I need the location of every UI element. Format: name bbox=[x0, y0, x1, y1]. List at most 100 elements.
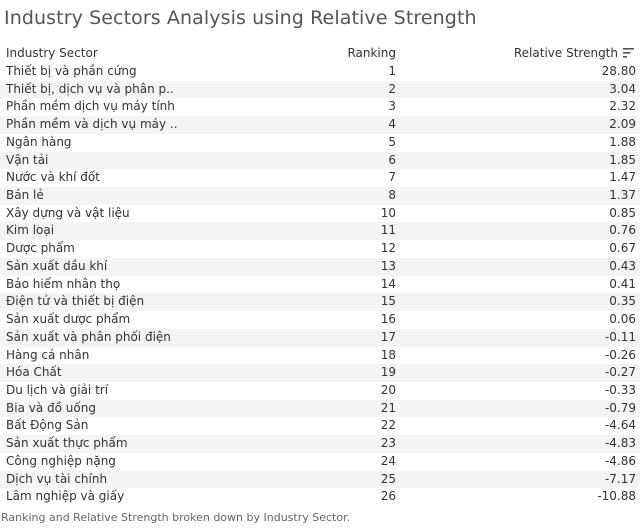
cell-ranking: 24 bbox=[380, 453, 396, 468]
cell-industry-sector: Du lịch và giải trí bbox=[6, 382, 109, 397]
cell-relative-strength: 2.32 bbox=[609, 99, 636, 114]
cell-ranking: 25 bbox=[380, 471, 396, 486]
cell-ranking: 16 bbox=[380, 312, 396, 327]
table-row[interactable]: Sản xuất dược phẩm 16 0.06 bbox=[0, 311, 640, 329]
table-row[interactable]: Dược phẩm 12 0.67 bbox=[0, 240, 640, 258]
cell-industry-sector: Hóa Chất bbox=[6, 365, 62, 380]
cell-relative-strength: 3.04 bbox=[609, 81, 636, 96]
table-row[interactable]: Vận tải 6 1.85 bbox=[0, 151, 640, 170]
cell-relative-strength: -4.64 bbox=[604, 418, 636, 433]
table-row[interactable]: Lâm nghiệp và giấy 26 -10.88 bbox=[0, 488, 640, 506]
cell-industry-sector: Bia và đồ uống bbox=[6, 400, 96, 415]
table-row[interactable]: Thiết bị, dịch vụ và phân p.. 2 3.04 bbox=[0, 80, 640, 99]
header-industry-sector[interactable]: Industry Sector bbox=[6, 46, 98, 60]
cell-ranking: 11 bbox=[380, 223, 396, 238]
table-row[interactable]: Sản xuất và phân phối điện 17 -0.11 bbox=[0, 328, 640, 347]
cell-relative-strength: -4.86 bbox=[604, 453, 636, 468]
cell-ranking: 19 bbox=[380, 365, 396, 380]
cell-industry-sector: Bán lẻ bbox=[6, 188, 44, 203]
cell-relative-strength: 0.41 bbox=[609, 276, 636, 291]
sector-table: Industry Sector Ranking Relative Strengt… bbox=[0, 43, 640, 506]
table-row[interactable]: Ngân hàng 5 1.88 bbox=[0, 134, 640, 152]
cell-relative-strength: -0.11 bbox=[604, 329, 636, 344]
cell-relative-strength: 0.76 bbox=[609, 223, 636, 238]
cell-ranking: 26 bbox=[380, 489, 396, 504]
cell-industry-sector: Bảo hiểm nhân thọ bbox=[6, 276, 121, 291]
cell-industry-sector: Lâm nghiệp và giấy bbox=[6, 489, 125, 504]
table-row[interactable]: Dịch vụ tài chính 25 -7.17 bbox=[0, 470, 640, 489]
cell-ranking: 21 bbox=[380, 400, 396, 415]
cell-relative-strength: 0.85 bbox=[609, 205, 636, 220]
cell-ranking: 10 bbox=[380, 205, 396, 220]
cell-industry-sector: Xây dựng và vật liệu bbox=[6, 205, 130, 220]
cell-relative-strength: -0.26 bbox=[604, 347, 636, 362]
cell-relative-strength: 0.67 bbox=[609, 241, 636, 256]
caption: Ranking and Relative Strength broken dow… bbox=[1, 511, 351, 524]
cell-relative-strength: -7.17 bbox=[604, 471, 636, 486]
table-row[interactable]: Bia và đồ uống 21 -0.79 bbox=[0, 399, 640, 418]
table-row[interactable]: Kim loại 11 0.76 bbox=[0, 222, 640, 241]
cell-ranking: 1 bbox=[388, 64, 396, 78]
cell-industry-sector: Sản xuất thực phẩm bbox=[6, 436, 128, 451]
cell-relative-strength: 28.80 bbox=[601, 64, 636, 78]
table-row[interactable]: Bán lẻ 8 1.37 bbox=[0, 187, 640, 205]
table-row[interactable]: Nước và khí đốt 7 1.47 bbox=[0, 169, 640, 187]
table-row[interactable]: Hóa Chất 19 -0.27 bbox=[0, 364, 640, 382]
cell-ranking: 3 bbox=[388, 99, 396, 114]
cell-ranking: 5 bbox=[388, 134, 396, 149]
cell-industry-sector: Kim loại bbox=[6, 223, 55, 238]
cell-relative-strength: 0.43 bbox=[609, 258, 636, 273]
cell-ranking: 17 bbox=[380, 329, 396, 344]
cell-industry-sector: Dược phẩm bbox=[6, 241, 75, 256]
cell-ranking: 12 bbox=[380, 241, 396, 256]
table-row[interactable]: Công nghiệp nặng 24 -4.86 bbox=[0, 453, 640, 471]
cell-ranking: 22 bbox=[380, 418, 396, 433]
cell-ranking: 15 bbox=[380, 294, 396, 309]
cell-relative-strength: 1.47 bbox=[609, 170, 636, 185]
cell-relative-strength: -0.33 bbox=[604, 382, 636, 397]
table-row[interactable]: Thiết bị và phần cứng 1 28.80 bbox=[0, 63, 640, 81]
cell-ranking: 23 bbox=[380, 436, 396, 451]
sort-descending-icon[interactable] bbox=[623, 48, 634, 58]
cell-ranking: 7 bbox=[388, 170, 396, 185]
cell-ranking: 4 bbox=[388, 117, 396, 132]
cell-industry-sector: Vận tải bbox=[6, 152, 49, 167]
cell-relative-strength: 2.09 bbox=[609, 117, 636, 132]
table-row[interactable]: Điện tử và thiết bị điện 15 0.35 bbox=[0, 293, 640, 312]
cell-ranking: 2 bbox=[388, 81, 396, 96]
table-header: Industry Sector Ranking Relative Strengt… bbox=[0, 43, 640, 63]
table-row[interactable]: Hàng cá nhân 18 -0.26 bbox=[0, 347, 640, 365]
cell-industry-sector: Thiết bị, dịch vụ và phân p.. bbox=[6, 81, 174, 96]
cell-industry-sector: Dịch vụ tài chính bbox=[6, 471, 108, 486]
cell-industry-sector: Nước và khí đốt bbox=[6, 170, 100, 185]
cell-relative-strength: -0.79 bbox=[604, 400, 636, 415]
page-title: Industry Sectors Analysis using Relative… bbox=[4, 7, 477, 29]
cell-industry-sector: Hàng cá nhân bbox=[6, 347, 90, 362]
header-relative-strength[interactable]: Relative Strength bbox=[513, 46, 618, 60]
table-row[interactable]: Phần mềm và dịch vụ máy .. 4 2.09 bbox=[0, 116, 640, 134]
cell-industry-sector: Bất Động Sản bbox=[6, 418, 89, 433]
cell-relative-strength: 0.06 bbox=[609, 312, 636, 327]
cell-relative-strength: 1.37 bbox=[609, 188, 636, 203]
cell-industry-sector: Thiết bị và phần cứng bbox=[6, 64, 137, 78]
cell-industry-sector: Sản xuất dược phẩm bbox=[6, 312, 131, 327]
table-row[interactable]: Xây dựng và vật liệu 10 0.85 bbox=[0, 205, 640, 223]
header-ranking[interactable]: Ranking bbox=[347, 46, 396, 60]
cell-ranking: 6 bbox=[388, 152, 396, 167]
table-row[interactable]: Bảo hiểm nhân thọ 14 0.41 bbox=[0, 276, 640, 294]
cell-ranking: 14 bbox=[380, 276, 396, 291]
cell-relative-strength: 1.88 bbox=[609, 134, 636, 149]
cell-industry-sector: Sản xuất dầu khí bbox=[6, 258, 108, 273]
cell-relative-strength: 1.85 bbox=[609, 152, 636, 167]
table-row[interactable]: Sản xuất thực phẩm 23 -4.83 bbox=[0, 435, 640, 453]
cell-industry-sector: Sản xuất và phân phối điện bbox=[6, 329, 171, 344]
table-row[interactable]: Sản xuất dầu khí 13 0.43 bbox=[0, 257, 640, 276]
cell-relative-strength: 0.35 bbox=[609, 294, 636, 309]
table-row[interactable]: Du lịch và giải trí 20 -0.33 bbox=[0, 382, 640, 400]
table-row[interactable]: Bất Động Sản 22 -4.64 bbox=[0, 417, 640, 435]
cell-ranking: 20 bbox=[380, 382, 396, 397]
cell-industry-sector: Điện tử và thiết bị điện bbox=[6, 294, 145, 309]
cell-industry-sector: Công nghiệp nặng bbox=[6, 453, 116, 468]
cell-relative-strength: -4.83 bbox=[604, 436, 636, 451]
table-row[interactable]: Phần mềm dịch vụ máy tính 3 2.32 bbox=[0, 98, 640, 116]
